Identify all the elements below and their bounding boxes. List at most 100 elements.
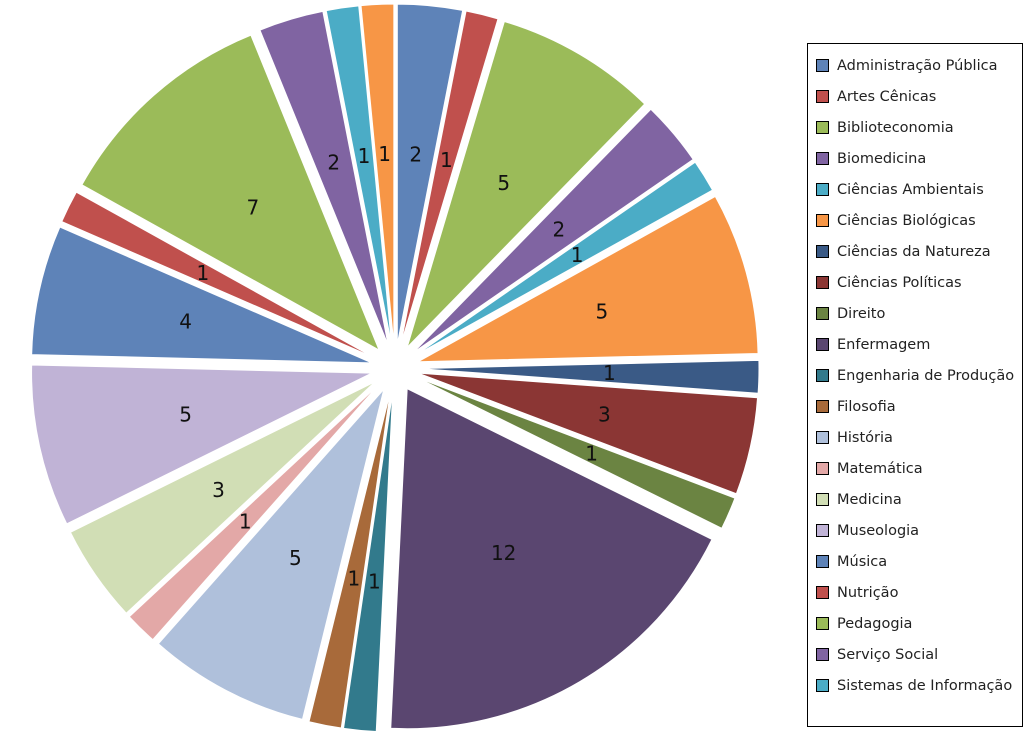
legend-label: Nutrição bbox=[837, 584, 899, 601]
legend-item: Música bbox=[808, 546, 1022, 577]
pie-slice bbox=[128, 384, 379, 641]
legend-swatch bbox=[816, 617, 829, 630]
pie-slice bbox=[415, 161, 714, 356]
legend-swatch bbox=[816, 152, 829, 165]
legend-item: Sistemas de Informação bbox=[808, 670, 1022, 701]
legend-label: Administração Pública bbox=[837, 57, 998, 74]
data-label: 5 bbox=[289, 546, 302, 570]
legend-item: Biomedicina bbox=[808, 143, 1022, 174]
legend-label: Pedagogia bbox=[837, 615, 913, 632]
data-label: 1 bbox=[571, 243, 584, 267]
legend-item: Ciências Políticas bbox=[808, 267, 1022, 298]
legend-label: Artes Cênicas bbox=[837, 88, 937, 105]
legend-label: Serviço Social bbox=[837, 646, 939, 663]
legend-swatch bbox=[816, 121, 829, 134]
legend-item: Artes Cênicas bbox=[808, 81, 1022, 112]
data-label: 2 bbox=[327, 151, 340, 175]
data-label: 3 bbox=[212, 478, 225, 502]
legend-swatch bbox=[816, 90, 829, 103]
legend-label: Enfermagem bbox=[837, 336, 931, 353]
legend-swatch bbox=[816, 369, 829, 382]
data-label: 1 bbox=[358, 144, 371, 168]
legend-swatch bbox=[816, 276, 829, 289]
pie-slice bbox=[400, 10, 499, 345]
pie-slice bbox=[157, 388, 385, 720]
legend-label: Ciências Políticas bbox=[837, 274, 962, 291]
legend-label: Medicina bbox=[837, 491, 902, 508]
legend-item: Ciências Biológicas bbox=[808, 205, 1022, 236]
legend-label: Ciências da Natureza bbox=[837, 243, 991, 260]
data-label: 1 bbox=[239, 509, 252, 533]
legend-swatch bbox=[816, 338, 829, 351]
legend-item: Administração Pública bbox=[808, 50, 1022, 81]
data-label: 5 bbox=[179, 402, 192, 426]
legend-item: Biblioteconomia bbox=[808, 112, 1022, 143]
legend-label: Biblioteconomia bbox=[837, 119, 954, 136]
data-label: 1 bbox=[585, 442, 598, 466]
legend-item: Direito bbox=[808, 298, 1022, 329]
legend-label: Museologia bbox=[837, 522, 920, 539]
data-label: 2 bbox=[409, 143, 422, 167]
legend-label: História bbox=[837, 429, 893, 446]
pie-slice bbox=[325, 5, 393, 345]
pie-slice bbox=[360, 3, 395, 345]
pie-slice bbox=[406, 20, 646, 348]
data-label: 1 bbox=[603, 361, 616, 385]
legend-label: Biomedicina bbox=[837, 150, 927, 167]
data-label: 1 bbox=[196, 261, 209, 285]
data-label: 1 bbox=[378, 142, 391, 166]
data-label: 7 bbox=[246, 196, 259, 220]
legend-swatch bbox=[816, 214, 829, 227]
data-label: 12 bbox=[491, 541, 516, 565]
legend-swatch bbox=[816, 586, 829, 599]
legend-label: Ciências Ambientais bbox=[837, 181, 984, 198]
pie-slice bbox=[259, 10, 389, 346]
legend-item: Filosofia bbox=[808, 391, 1022, 422]
legend-item: Medicina bbox=[808, 484, 1022, 515]
legend-label: Filosofia bbox=[837, 398, 896, 415]
pie-slice bbox=[412, 108, 694, 353]
data-label: 3 bbox=[598, 402, 611, 426]
pie-slice bbox=[31, 226, 372, 364]
legend-swatch bbox=[816, 59, 829, 72]
legend-swatch bbox=[816, 524, 829, 537]
pie-slice bbox=[417, 195, 759, 363]
legend-label: Música bbox=[837, 553, 888, 570]
legend-swatch bbox=[816, 245, 829, 258]
data-label: 1 bbox=[440, 148, 453, 172]
pie-slice bbox=[342, 391, 394, 733]
pie-slice bbox=[390, 387, 713, 730]
legend-label: Sistemas de Informação bbox=[837, 677, 1013, 694]
data-label: 5 bbox=[596, 300, 609, 324]
legend-item: Enfermagem bbox=[808, 329, 1022, 360]
legend-item: Matemática bbox=[808, 453, 1022, 484]
legend-swatch bbox=[816, 493, 829, 506]
legend-label: Matemática bbox=[837, 460, 923, 477]
legend-item: Engenharia de Produção bbox=[808, 360, 1022, 391]
pie-slice bbox=[416, 377, 736, 529]
data-label: 2 bbox=[553, 218, 566, 242]
pie-slice bbox=[308, 391, 391, 729]
pie-slice bbox=[418, 372, 759, 495]
legend-label: Ciências Biológicas bbox=[837, 212, 976, 229]
pie-slice bbox=[31, 364, 372, 525]
pie-slice bbox=[396, 3, 464, 345]
legend-swatch bbox=[816, 431, 829, 444]
legend-label: Engenharia de Produção bbox=[837, 367, 1015, 384]
data-label: 1 bbox=[368, 569, 381, 593]
legend-swatch bbox=[816, 648, 829, 661]
pie-slice bbox=[69, 381, 376, 614]
data-label: 5 bbox=[497, 171, 510, 195]
pie-slice bbox=[418, 359, 760, 394]
legend-swatch bbox=[816, 183, 829, 196]
legend-item: Serviço Social bbox=[808, 639, 1022, 670]
legend-item: Pedagogia bbox=[808, 608, 1022, 639]
data-label: 1 bbox=[347, 566, 360, 590]
legend-swatch bbox=[816, 462, 829, 475]
legend-swatch bbox=[816, 400, 829, 413]
legend-swatch bbox=[816, 555, 829, 568]
legend: Administração Pública Artes Cênicas Biblio… bbox=[807, 43, 1023, 727]
pie-slice bbox=[61, 191, 374, 358]
legend-item: Ciências da Natureza bbox=[808, 236, 1022, 267]
